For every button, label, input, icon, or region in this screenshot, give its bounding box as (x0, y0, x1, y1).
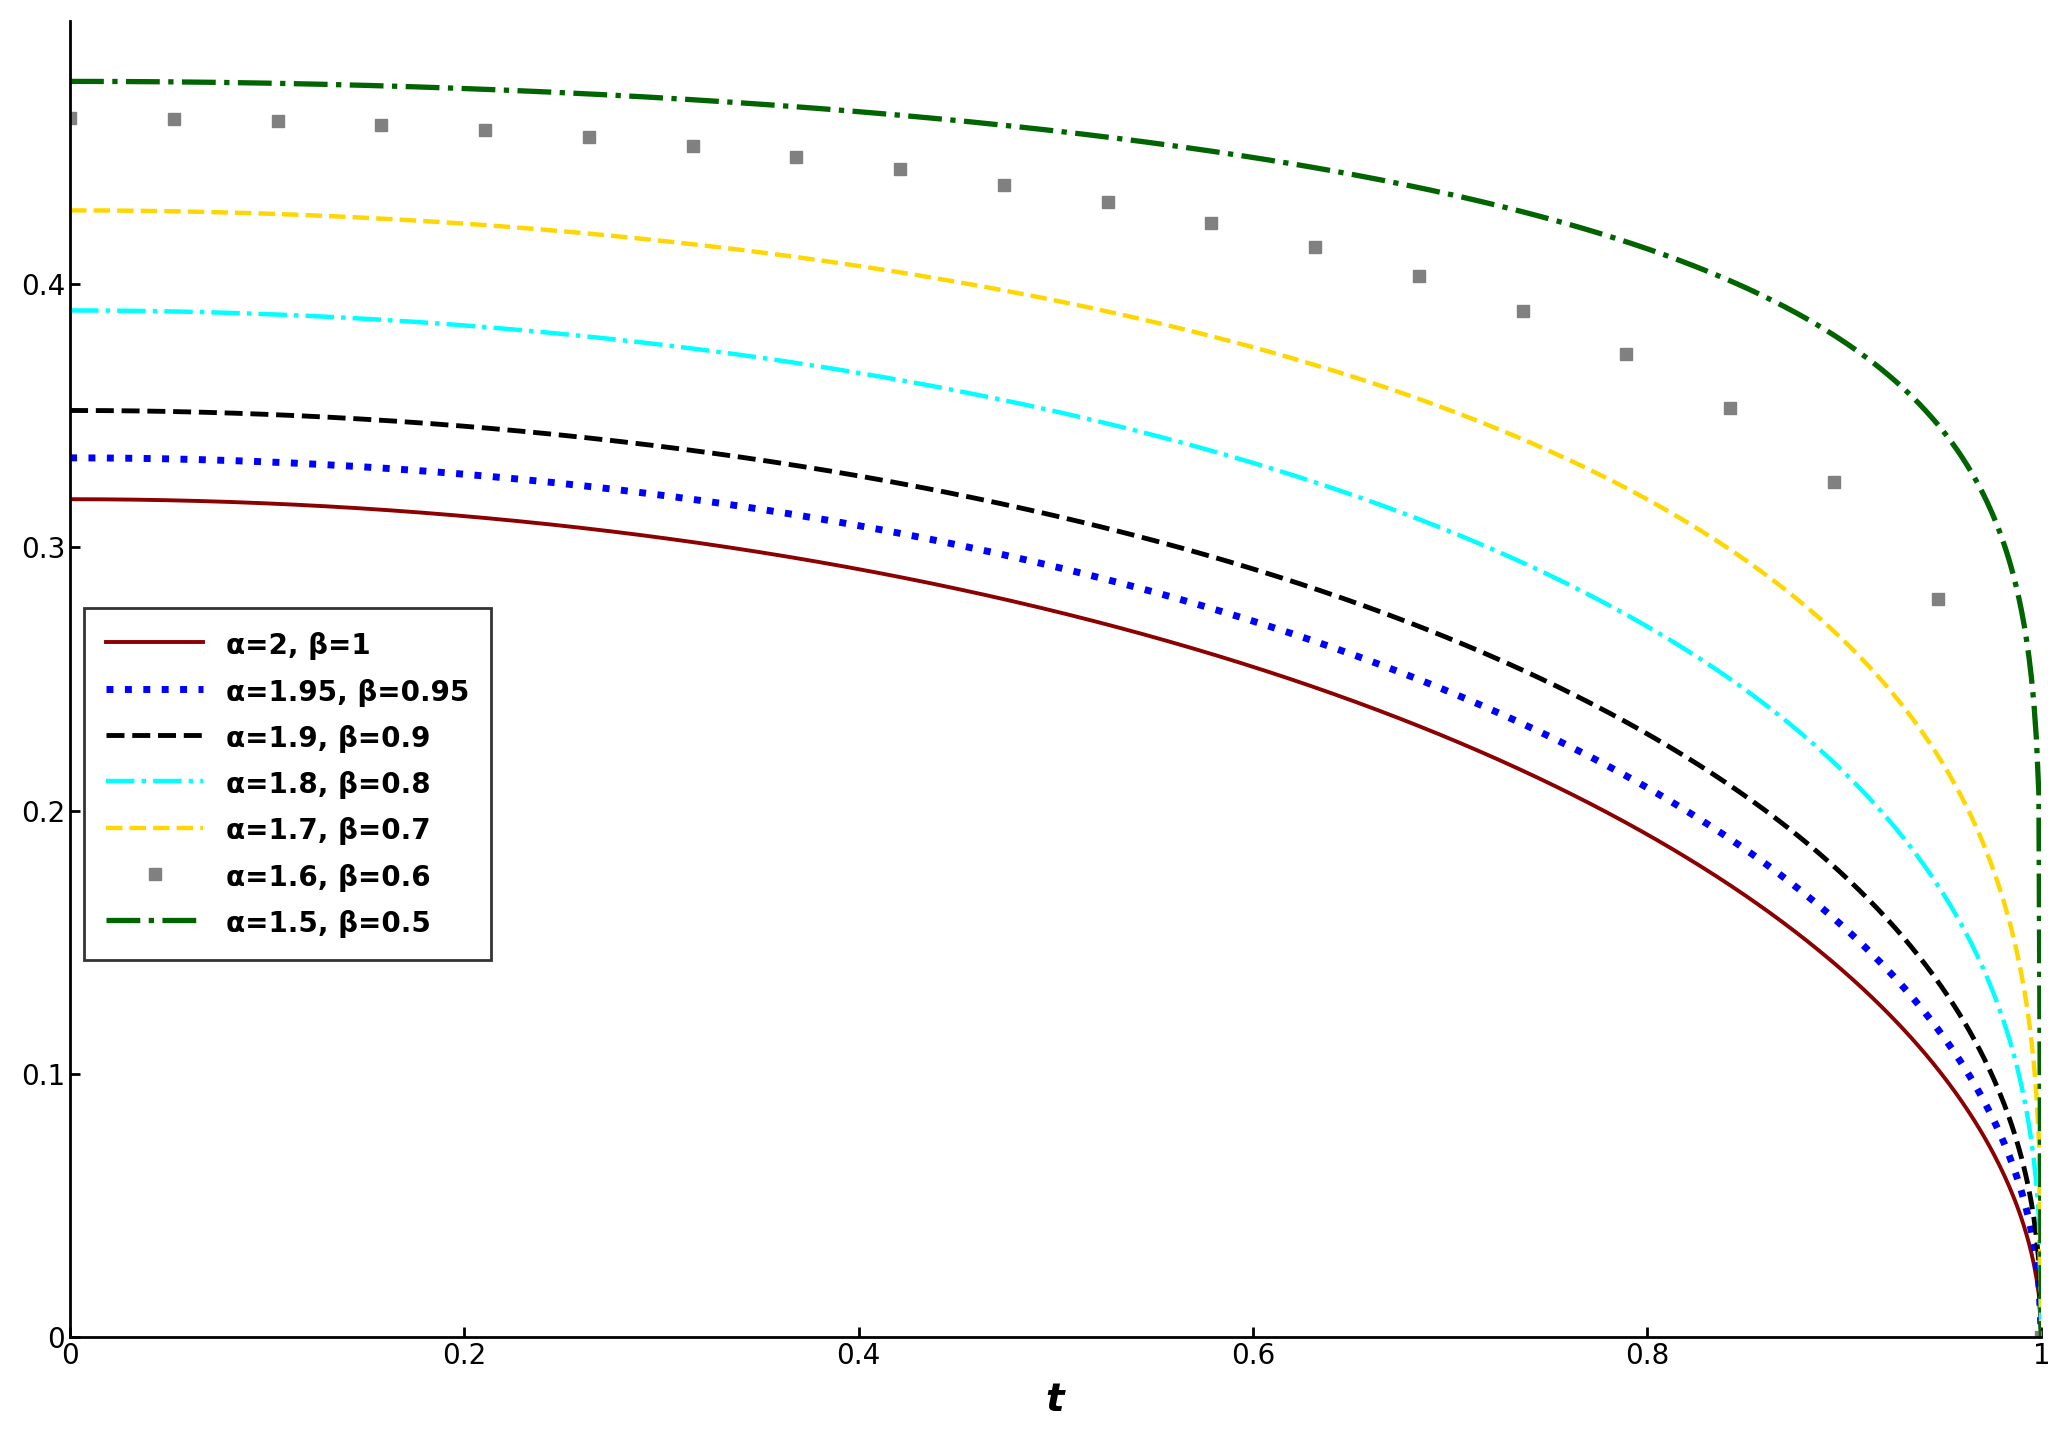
α=1.5, β=0.5 (1203, 143, 1228, 160)
α=1.5, β=0.5 (1553, 215, 1578, 232)
α=1.95, β=0.95 (1255, 616, 1280, 634)
α=1.8, β=0.8 (1255, 458, 1280, 475)
α=2, β=1 (178, 492, 203, 510)
Line: α=1.95, β=0.95: α=1.95, β=0.95 (70, 458, 2042, 1338)
α=1.6, β=0.6 (58, 109, 83, 127)
α=1.6, β=0.6 (1303, 239, 1328, 256)
α=1.7, β=0.7 (1313, 360, 1338, 377)
Line: α=1.9, β=0.9: α=1.9, β=0.9 (70, 410, 2042, 1338)
α=1.7, β=0.7 (1754, 567, 1779, 585)
Line: α=1.6, β=0.6: α=1.6, β=0.6 (64, 112, 2048, 1344)
α=1.8, β=0.8 (1754, 697, 1779, 714)
α=1.7, β=0.7 (1553, 449, 1578, 467)
α=1.6, β=0.6 (265, 112, 290, 130)
Line: α=1.5, β=0.5: α=1.5, β=0.5 (70, 82, 2042, 1338)
α=1.6, β=0.6 (992, 176, 1017, 193)
α=1.9, β=0.9 (1553, 681, 1578, 698)
α=1.6, β=0.6 (369, 117, 393, 134)
Line: α=2, β=1: α=2, β=1 (70, 500, 2042, 1338)
α=1.6, β=0.6 (1406, 268, 1431, 285)
α=1.5, β=0.5 (1313, 161, 1338, 179)
α=1.6, β=0.6 (1717, 399, 1742, 416)
α=1.7, β=0.7 (58, 202, 83, 219)
α=1.9, β=0.9 (178, 403, 203, 420)
α=1.95, β=0.95 (1754, 857, 1779, 874)
α=1.95, β=0.95 (2030, 1329, 2054, 1346)
α=1.6, β=0.6 (679, 137, 704, 154)
X-axis label: $\bfit{t}$: $\bfit{t}$ (1046, 1381, 1067, 1420)
α=1.8, β=0.8 (1553, 575, 1578, 592)
α=1.8, β=0.8 (1313, 477, 1338, 494)
α=1.6, β=0.6 (888, 161, 913, 179)
Line: α=1.8, β=0.8: α=1.8, β=0.8 (70, 311, 2042, 1338)
α=1.5, β=0.5 (1255, 151, 1280, 168)
α=1.7, β=0.7 (1203, 328, 1228, 346)
α=1.8, β=0.8 (1203, 444, 1228, 461)
α=1.95, β=0.95 (1203, 600, 1228, 618)
α=1.9, β=0.9 (1255, 564, 1280, 582)
α=2, β=1 (1754, 903, 1779, 920)
α=1.7, β=0.7 (178, 203, 203, 220)
α=1.6, β=0.6 (472, 122, 497, 140)
Legend: α=2, β=1, α=1.95, β=0.95, α=1.9, β=0.9, α=1.8, β=0.8, α=1.7, β=0.7, α=1.6, β=0.6: α=2, β=1, α=1.95, β=0.95, α=1.9, β=0.9, … (85, 609, 491, 960)
α=1.5, β=0.5 (178, 73, 203, 91)
α=2, β=1 (1203, 647, 1228, 664)
α=1.9, β=0.9 (2030, 1329, 2054, 1346)
α=2, β=1 (1255, 662, 1280, 680)
Line: α=1.7, β=0.7: α=1.7, β=0.7 (70, 210, 2042, 1338)
α=1.95, β=0.95 (1313, 636, 1338, 654)
α=2, β=1 (1553, 782, 1578, 799)
α=1.7, β=0.7 (2030, 1329, 2054, 1346)
α=1.9, β=0.9 (58, 402, 83, 419)
α=1.9, β=0.9 (1203, 549, 1228, 566)
α=1.95, β=0.95 (178, 451, 203, 468)
α=1.6, β=0.6 (1613, 346, 1638, 363)
α=1.7, β=0.7 (1255, 343, 1280, 360)
α=1.6, β=0.6 (1820, 474, 1845, 491)
α=1.8, β=0.8 (58, 302, 83, 320)
α=1.6, β=0.6 (1199, 215, 1224, 232)
α=1.6, β=0.6 (2030, 1329, 2054, 1346)
α=1.6, β=0.6 (1096, 193, 1120, 210)
α=1.95, β=0.95 (58, 449, 83, 467)
α=1.5, β=0.5 (1754, 289, 1779, 307)
α=1.6, β=0.6 (1510, 302, 1535, 320)
α=1.6, β=0.6 (1926, 590, 1951, 608)
α=1.9, β=0.9 (1754, 804, 1779, 821)
α=1.6, β=0.6 (785, 148, 810, 166)
α=2, β=1 (1313, 683, 1338, 700)
α=1.95, β=0.95 (1553, 736, 1578, 753)
α=2, β=1 (2030, 1329, 2054, 1346)
α=1.9, β=0.9 (1313, 583, 1338, 600)
α=2, β=1 (58, 491, 83, 508)
α=1.5, β=0.5 (58, 73, 83, 91)
α=1.8, β=0.8 (2030, 1329, 2054, 1346)
α=1.8, β=0.8 (178, 304, 203, 321)
α=1.5, β=0.5 (2030, 1329, 2054, 1346)
α=1.6, β=0.6 (576, 128, 601, 145)
α=1.6, β=0.6 (162, 111, 186, 128)
